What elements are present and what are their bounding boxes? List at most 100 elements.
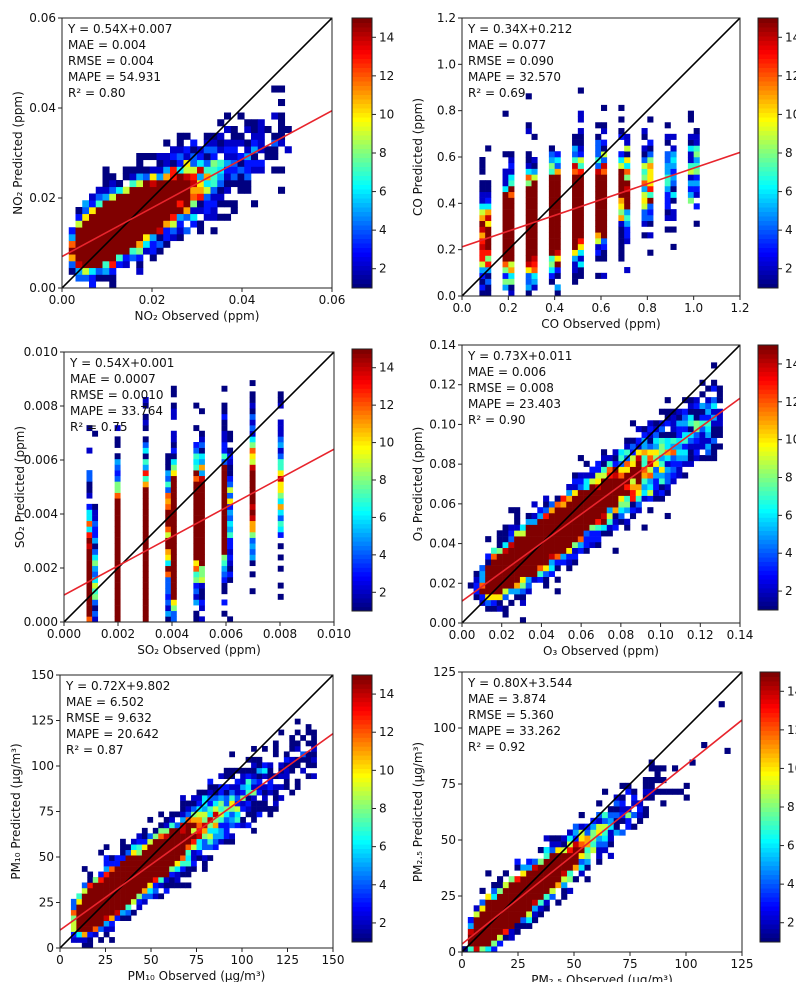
density-cell [514,507,521,514]
colorbar-segment [758,22,778,28]
density-cell [277,464,284,471]
density-cell [670,168,677,175]
density-cell [251,132,259,140]
density-cell [641,185,648,193]
density-cell [185,849,192,856]
density-cell [223,827,230,834]
density-cell [114,871,121,878]
density-cell [612,472,619,479]
density-cell [479,180,486,187]
density-cell [76,937,83,943]
colorbar-tick-label: 8 [787,800,795,814]
colorbar-segment [352,466,372,472]
y-tick-label: 125 [433,665,456,679]
y-tick-label: 0.04 [29,101,56,115]
density-cell [554,249,561,256]
density-cell [244,180,252,188]
density-cell [485,214,492,222]
density-cell [237,173,245,181]
axes-frame [61,17,333,289]
density-cell [625,806,632,813]
density-cell [76,904,83,911]
density-cell [196,855,203,861]
colorbar-segment [352,728,372,734]
density-cell [537,524,544,531]
density-cell [641,524,648,531]
density-cell [572,249,579,256]
density-cell [526,917,533,924]
density-cell [629,455,637,462]
density-cell [577,249,584,256]
density-cell [114,503,121,510]
density-cell [635,426,642,433]
density-cell [251,784,257,790]
density-cell [272,773,279,780]
density-cell [473,570,480,577]
density-cell [240,806,246,812]
density-cell [618,220,625,227]
density-cell [567,858,574,865]
density-cell [158,866,165,872]
density-cell [165,582,172,589]
x-tick-label: 0 [458,957,466,971]
density-cell [532,911,539,918]
density-cell [537,899,544,906]
density-cell [102,213,110,221]
colorbar-segment [352,108,372,113]
density-cell [555,870,562,877]
density-cell [217,146,225,154]
density-cell [169,827,175,834]
density-cell [699,426,706,433]
density-cell [676,466,683,473]
colorbar-segment [758,103,778,109]
density-cell [648,765,655,772]
density-cell [212,795,219,801]
density-cell [485,565,492,572]
density-cell [278,126,286,134]
colorbar-tick-label: 12 [787,723,796,737]
density-cell [102,261,110,269]
density-cell [572,858,579,865]
density-cell [272,806,279,812]
density-cell [114,475,121,482]
colorbar-segment [352,202,372,208]
density-cell [147,849,154,856]
density-cell [193,537,200,544]
density-cell [479,905,486,912]
density-cell [163,816,170,823]
density-cell [114,436,121,443]
density-cell [244,146,252,154]
colorbar-segment [758,402,778,408]
density-cell [174,838,181,845]
density-cell [641,220,648,227]
colorbar-segment [352,117,372,122]
density-cell [624,466,631,473]
density-cell [699,414,706,421]
density-cell [525,238,532,245]
colorbar-segment [352,790,372,796]
density-cell [116,193,124,201]
density-cell [141,887,148,894]
density-cell [129,220,137,228]
density-cell [294,778,301,785]
density-cell [136,893,143,900]
density-cell [607,806,614,813]
density-cell [176,132,184,140]
density-cell [479,214,486,222]
colorbar-segment [760,861,780,866]
colorbar-segment [352,445,372,450]
x-tick-label: 0.12 [687,628,714,642]
density-cell [595,122,602,129]
density-cell [502,180,509,187]
density-cell [554,151,561,158]
density-cell [502,278,509,285]
density-cell [624,495,631,502]
density-cell [687,133,694,140]
density-cell [479,168,486,175]
density-cell [149,186,157,194]
density-cell [142,503,149,510]
density-cell [502,928,509,935]
density-cell [256,789,263,796]
density-cell [240,822,246,829]
